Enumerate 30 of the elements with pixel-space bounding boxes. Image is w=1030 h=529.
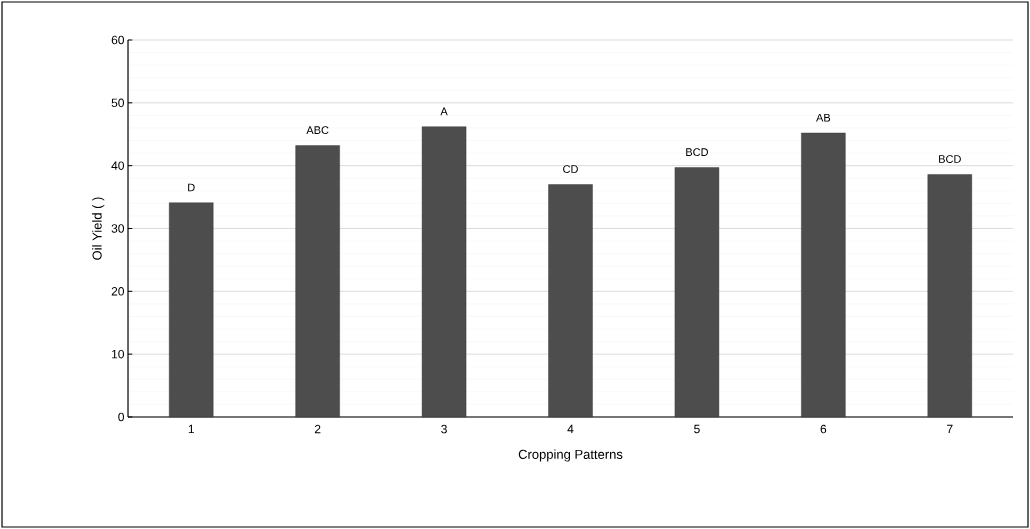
data-label: BCD [939,155,961,163]
data-label: BCD [686,148,709,157]
x-tick-label: 1 [188,424,194,434]
bar [801,132,846,418]
data-label: A [440,107,448,116]
y-tick-label: 30 [111,224,125,233]
y-tick-label: 20 [111,287,125,296]
x-axis-title: Cropping Patterns [518,449,623,462]
x-tick-label: 6 [820,424,827,434]
x-tick-label: 4 [567,424,574,434]
y-axis-title: Oil Yield ( ) [92,197,105,260]
data-label: D [188,183,195,192]
x-tick-label: 7 [947,424,953,434]
x-tick-label: 2 [314,424,321,434]
x-tick-label: 5 [694,424,700,434]
y-tick-label: 0 [118,412,125,422]
bar [295,145,340,418]
data-label: ABC [306,126,329,135]
x-tick-label: 3 [441,424,447,434]
bar [169,202,214,418]
bar [421,126,467,418]
bar [548,184,593,418]
y-tick-label: 10 [112,349,125,359]
y-tick-label: 40 [111,161,125,170]
bar [927,174,972,418]
bar [674,167,720,418]
data-label: CD [563,165,578,173]
data-label: AB [816,113,831,122]
y-tick-label: 60 [111,35,125,45]
y-tick-label: 50 [111,98,125,108]
